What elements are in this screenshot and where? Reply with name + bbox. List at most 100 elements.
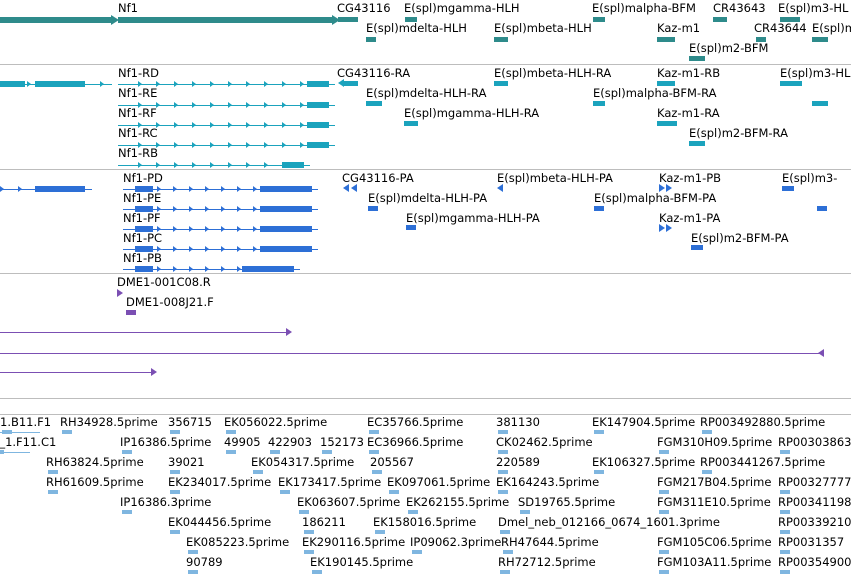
gene-label[interactable]: E(spl)m3-HL	[778, 1, 849, 15]
exon-block[interactable]	[135, 206, 153, 212]
est-bar[interactable]	[304, 550, 314, 554]
est-label[interactable]: 381130	[496, 415, 540, 429]
est-label[interactable]: IP16386.3prime	[120, 495, 212, 509]
protein-bar[interactable]	[123, 206, 318, 212]
transcript-bar[interactable]	[0, 81, 112, 87]
protein-bar[interactable]	[406, 225, 416, 230]
est-bar[interactable]	[594, 470, 604, 474]
est-bar[interactable]	[498, 430, 508, 434]
protein-label[interactable]: E(spl)malpha-BFM-PA	[594, 191, 717, 205]
gene-bar[interactable]	[494, 37, 508, 42]
clone-track[interactable]: DME1-001C08.R DME1-008J21.F	[0, 274, 851, 398]
est-label[interactable]: 2_1.F11.C1	[0, 435, 57, 449]
transcript-bar[interactable]	[404, 121, 418, 126]
est-label[interactable]: RH72712.5prime	[498, 555, 596, 569]
transcript-bar[interactable]	[593, 101, 605, 106]
est-label[interactable]: 205567	[370, 455, 414, 469]
transcript-label[interactable]: E(spl)m2-BFM-RA	[689, 126, 788, 140]
transcript-bar[interactable]	[118, 142, 335, 148]
est-label[interactable]: EC35766.5prime	[367, 415, 464, 429]
exon-block[interactable]	[307, 142, 329, 148]
est-bar[interactable]	[503, 550, 513, 554]
gene-bar[interactable]	[689, 56, 705, 61]
est-label[interactable]: EK147904.5prime	[592, 415, 696, 429]
est-label[interactable]: RH63824.5prime	[46, 455, 144, 469]
est-label[interactable]: 90789	[186, 555, 223, 569]
est-bar[interactable]	[170, 490, 180, 494]
transcript-bar[interactable]	[689, 141, 705, 146]
gene-bar[interactable]	[118, 17, 333, 23]
transcript-bar[interactable]	[657, 121, 677, 126]
transcript-bar[interactable]	[118, 162, 310, 168]
protein-bar[interactable]	[782, 186, 794, 191]
protein-label[interactable]: E(spl)m2-BFM-PA	[691, 231, 789, 245]
transcript-bar[interactable]	[118, 122, 335, 128]
protein-label[interactable]: E(spl)mgamma-HLH-PA	[406, 211, 540, 225]
gene-bar[interactable]	[405, 17, 417, 22]
gene-bar[interactable]	[780, 17, 800, 22]
est-bar[interactable]	[369, 430, 379, 434]
est-label[interactable]: EK234017.5prime	[168, 475, 272, 489]
est-label[interactable]: 356715	[168, 415, 212, 429]
est-bar[interactable]	[48, 470, 58, 474]
exon-block[interactable]	[242, 266, 294, 272]
est-label[interactable]: 186211	[302, 515, 346, 529]
est-bar[interactable]	[408, 510, 418, 514]
est-bar[interactable]	[389, 490, 399, 494]
transcript-label[interactable]: E(spl)m3-HL	[780, 66, 851, 80]
est-bar[interactable]	[188, 550, 198, 554]
gene-bar[interactable]	[713, 17, 727, 22]
est-bar[interactable]	[170, 430, 180, 434]
est-label[interactable]: 220589	[496, 455, 540, 469]
exon-block[interactable]	[260, 186, 312, 192]
transcript-bar[interactable]	[118, 102, 335, 108]
est-bar[interactable]	[659, 490, 669, 494]
exon-block[interactable]	[260, 226, 312, 232]
gene-label[interactable]: Kaz-m1	[657, 21, 701, 35]
est-label[interactable]: RP00327777	[778, 475, 851, 489]
est-bar[interactable]	[280, 490, 290, 494]
protein-label[interactable]: E(spl)m3-	[782, 171, 838, 185]
gene-label[interactable]: CG43116	[337, 1, 391, 15]
est-label[interactable]: FGM217B04.5prime	[657, 475, 772, 489]
est-bar[interactable]	[270, 450, 280, 454]
est-bar[interactable]	[322, 450, 332, 454]
est-bar[interactable]	[372, 470, 382, 474]
transcript-track[interactable]: Nf1-RD CG43116-RA E(spl)mbeta-HLH-RA Kaz-m1…	[0, 65, 851, 169]
est-label[interactable]: 39021	[168, 455, 205, 469]
protein-bar[interactable]	[123, 246, 318, 252]
est-label[interactable]: RP00354900	[778, 555, 851, 569]
gene-label[interactable]: Nf1	[118, 1, 138, 15]
est-label[interactable]: RP00303863	[778, 435, 851, 449]
protein-label[interactable]: Nf1-PD	[123, 171, 163, 185]
est-label[interactable]: Dmel_neb_012166_0674_1601.3prime	[498, 515, 720, 529]
est-bar[interactable]	[702, 470, 712, 474]
protein-label[interactable]: E(spl)mdelta-HLH-PA	[368, 191, 488, 205]
est-label[interactable]: EC36966.5prime	[367, 435, 464, 449]
exon-block[interactable]	[135, 246, 153, 252]
protein-label[interactable]: Nf1-PB	[123, 251, 162, 265]
clone-label[interactable]: DME1-008J21.F	[126, 295, 214, 309]
transcript-label[interactable]: Nf1-RB	[118, 146, 158, 160]
est-label[interactable]: EK262155.5prime	[406, 495, 510, 509]
est-bar[interactable]	[520, 510, 530, 514]
transcript-label[interactable]: Nf1-RE	[118, 86, 158, 100]
transcript-label[interactable]: Nf1-RD	[118, 66, 159, 80]
est-bar[interactable]	[48, 490, 58, 494]
est-bar[interactable]	[659, 550, 669, 554]
transcript-bar[interactable]	[657, 81, 675, 86]
est-label[interactable]: EK164243.5prime	[496, 475, 600, 489]
est-label[interactable]: RP0031357	[778, 535, 845, 549]
est-label[interactable]: 152173	[320, 435, 364, 449]
est-bar[interactable]	[412, 550, 422, 554]
est-bar[interactable]	[226, 450, 236, 454]
est-bar[interactable]	[780, 530, 790, 534]
protein-bar[interactable]	[123, 226, 318, 232]
est-label[interactable]: FGM103A11.5prime	[657, 555, 772, 569]
gene-bar[interactable]	[593, 17, 605, 22]
est-bar[interactable]	[170, 470, 180, 474]
protein-bar[interactable]	[817, 206, 827, 211]
exon-block[interactable]	[260, 246, 312, 252]
est-label[interactable]: RP003492880.5prime	[700, 415, 826, 429]
transcript-label[interactable]: E(spl)malpha-BFM-RA	[593, 86, 717, 100]
